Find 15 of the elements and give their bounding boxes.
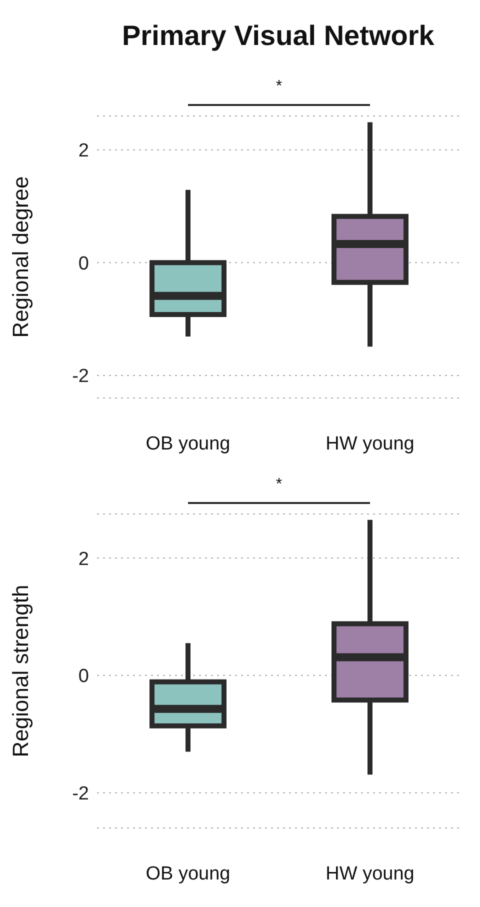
x-tick-label: HW young — [326, 433, 414, 454]
y-tick-label: 2 — [78, 140, 89, 162]
y-tick-label: 0 — [78, 253, 89, 274]
x-tick-label: OB young — [146, 433, 230, 454]
y-tick-label: 2 — [78, 548, 89, 570]
significance-bracket: * — [188, 78, 370, 106]
y-tick-label: 0 — [78, 666, 89, 688]
x-tick-label: HW young — [326, 863, 414, 884]
y-axis-title: Regional strength — [8, 584, 33, 758]
chart-title: Primary Visual Network — [121, 19, 436, 53]
significance-bracket: * — [188, 476, 370, 504]
y-tick-label: -2 — [72, 784, 89, 805]
x-tick-label: OB young — [146, 863, 230, 884]
y-tick-label: -2 — [72, 366, 89, 388]
y-axis-title: Regional degree — [8, 176, 33, 338]
